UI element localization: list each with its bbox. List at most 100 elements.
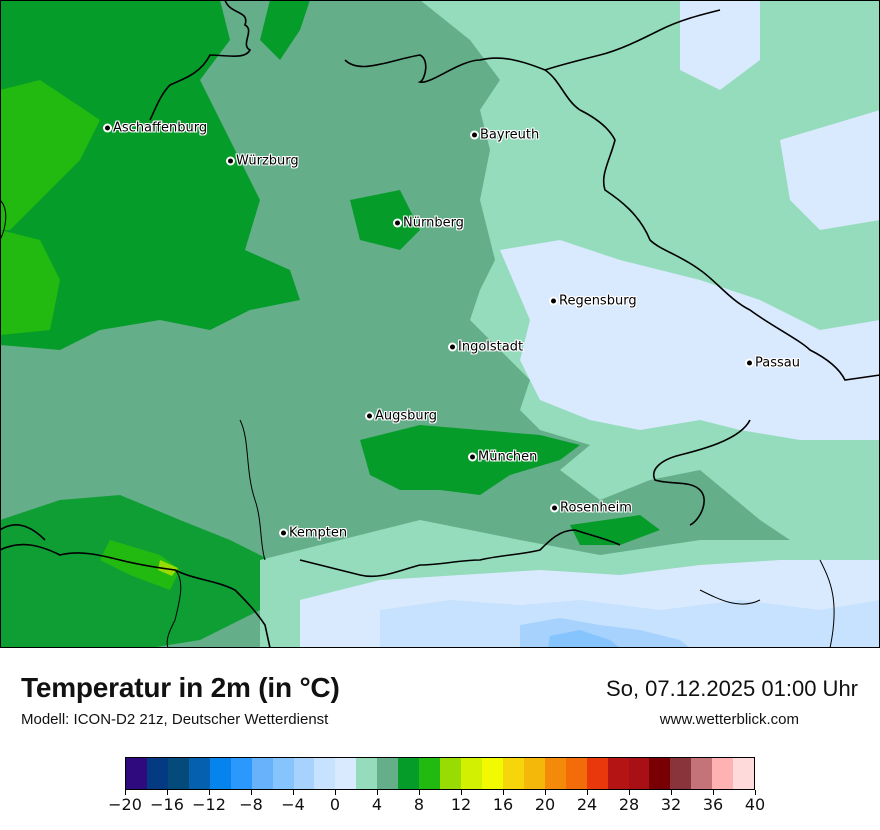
tick-mark	[208, 790, 210, 795]
city-label: Nürnberg	[403, 215, 464, 231]
colorbar-bin	[209, 758, 231, 789]
colorbar-bin	[126, 758, 147, 789]
tick-label: −12	[192, 795, 226, 814]
valid-time: So, 07.12.2025 01:00 Uhr	[606, 676, 858, 701]
tick-label: −8	[239, 795, 263, 814]
tick-mark	[166, 790, 168, 795]
colorbar-bin	[356, 758, 378, 789]
colorbar-bin	[691, 758, 713, 789]
city-marker-passau: Passau	[747, 356, 800, 371]
tick-label: 0	[329, 795, 341, 814]
location-dot-icon	[450, 344, 455, 350]
city-label: Würzburg	[236, 153, 299, 169]
colorbar-bin	[146, 758, 168, 789]
colorbar-bin	[461, 758, 482, 789]
tick-label: 4	[371, 795, 383, 814]
colorbar-bin	[544, 758, 566, 789]
city-label: Augsburg	[375, 408, 438, 424]
colorbar-bin	[712, 758, 734, 789]
location-dot-icon	[228, 158, 233, 164]
city-marker-aschaffenburg: Aschaffenburg	[105, 121, 207, 136]
city-marker-nuernberg: Nürnberg	[395, 216, 464, 231]
tick-mark	[124, 790, 126, 795]
city-label: Kempten	[289, 525, 348, 541]
city-label: Regensburg	[559, 293, 637, 309]
tick-label: −20	[108, 795, 142, 814]
tick-label: 20	[534, 795, 556, 814]
location-dot-icon	[470, 454, 475, 460]
location-dot-icon	[281, 530, 286, 536]
city-marker-bayreuth: Bayreuth	[472, 128, 539, 143]
tick-mark	[418, 790, 420, 795]
location-dot-icon	[367, 413, 372, 419]
colorbar-bin	[502, 758, 524, 789]
city-label: Ingolstadt	[458, 339, 524, 355]
city-marker-augsburg: Augsburg	[367, 409, 437, 424]
tick-mark	[628, 790, 630, 795]
location-dot-icon	[551, 298, 556, 304]
tick-label: 28	[618, 795, 640, 814]
tick-label: 8	[413, 795, 425, 814]
tick-label: −16	[150, 795, 184, 814]
colorbar-bin	[398, 758, 420, 789]
tick-mark	[376, 790, 378, 795]
location-dot-icon	[105, 125, 110, 131]
temperature-colorbar	[125, 757, 755, 790]
location-dot-icon	[472, 132, 477, 138]
tick-mark	[250, 790, 252, 795]
city-label: Passau	[755, 355, 800, 371]
colorbar-bin	[565, 758, 587, 789]
colorbar-bin	[586, 758, 608, 789]
tick-mark	[586, 790, 588, 795]
colorbar-bin	[272, 758, 294, 789]
tick-mark	[712, 790, 714, 795]
city-label: München	[478, 449, 538, 465]
colorbar-bin	[377, 758, 399, 789]
tick-mark	[544, 790, 546, 795]
tick-mark	[754, 790, 756, 795]
colorbar-bin	[314, 758, 336, 789]
location-dot-icon	[552, 505, 557, 511]
tick-label: 24	[576, 795, 598, 814]
city-label: Aschaffenburg	[113, 120, 208, 136]
city-marker-ingolstadt: Ingolstadt	[450, 340, 523, 355]
city-marker-muenchen: München	[470, 450, 537, 465]
tick-mark	[670, 790, 672, 795]
city-label: Bayreuth	[480, 127, 540, 143]
tick-mark	[292, 790, 294, 795]
colorbar-bin	[230, 758, 252, 789]
tick-label: −4	[281, 795, 305, 814]
website-credit: www.wetterblick.com	[659, 711, 799, 728]
city-marker-rosenheim: Rosenheim	[552, 501, 632, 516]
city-marker-wuerzburg: Würzburg	[228, 154, 299, 169]
colorbar-bin	[649, 758, 671, 789]
colorbar-bin	[419, 758, 441, 789]
tick-label: 12	[450, 795, 472, 814]
colorbar-bin	[440, 758, 461, 789]
colorbar-bin	[251, 758, 273, 789]
colorbar-bin	[481, 758, 503, 789]
colorbar-bin	[670, 758, 692, 789]
colorbar-bin	[523, 758, 545, 789]
tick-mark	[334, 790, 336, 795]
colorbar-bin	[733, 758, 755, 789]
tick-label: 32	[660, 795, 682, 814]
city-marker-regensburg: Regensburg	[551, 294, 637, 309]
colorbar-ticks: −20 −16 −12 −8 −4 0 4 8 12 16 20 24 28 32 36 40	[108, 790, 765, 820]
city-label: Rosenheim	[560, 500, 632, 516]
city-marker-kempten: Kempten	[281, 526, 347, 541]
tick-label: 36	[702, 795, 724, 814]
colorbar-bin	[607, 758, 629, 789]
tick-mark	[460, 790, 462, 795]
colorbar-bin	[335, 758, 357, 789]
temperature-map: Aschaffenburg Würzburg Bayreuth Nürnberg…	[0, 0, 880, 648]
tick-mark	[502, 790, 504, 795]
temperature-field	[0, 0, 880, 648]
colorbar-bin	[293, 758, 315, 789]
colorbar-bin	[188, 758, 210, 789]
tick-label: 16	[492, 795, 514, 814]
location-dot-icon	[395, 220, 400, 226]
chart-title: Temperatur in 2m (in °C)	[21, 672, 340, 703]
tick-label: 40	[744, 795, 766, 814]
colorbar-bin	[628, 758, 650, 789]
